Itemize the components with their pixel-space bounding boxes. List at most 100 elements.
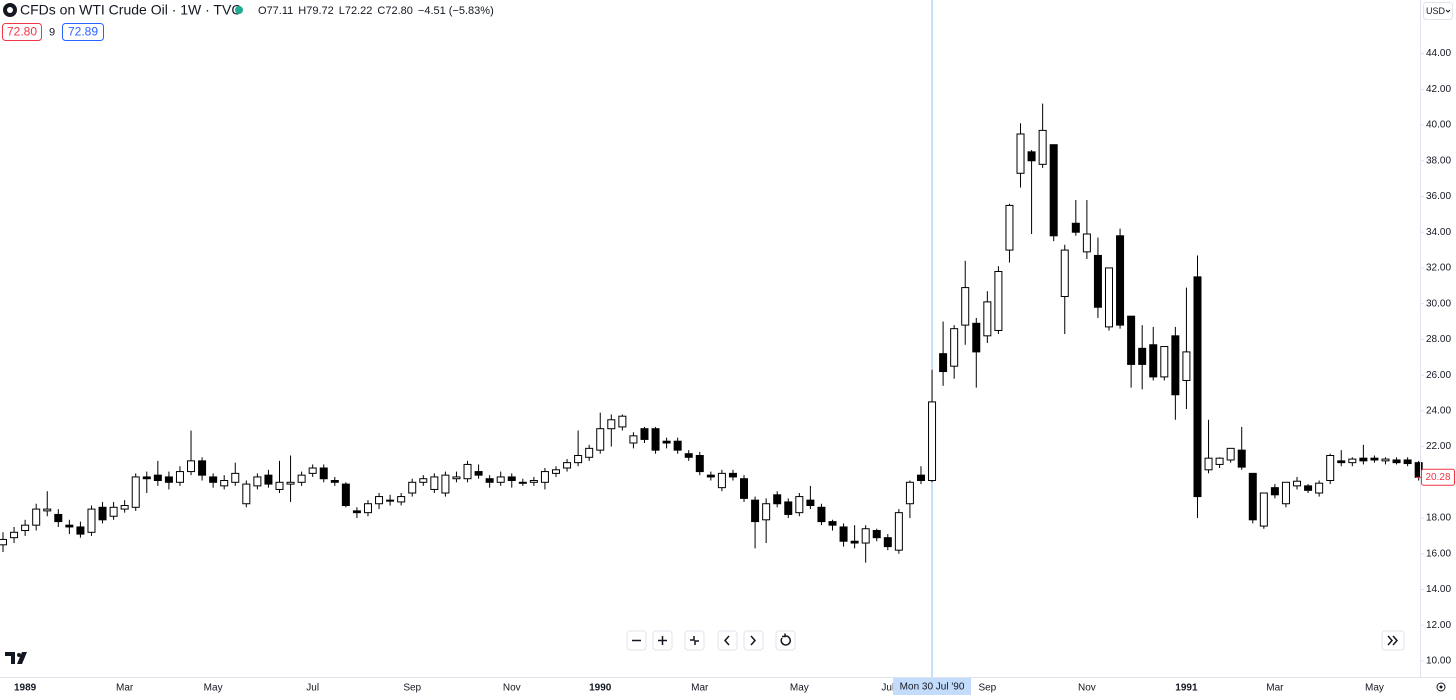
candle-body: [1204, 457, 1213, 471]
candle-body: [231, 472, 240, 483]
candle: [872, 528, 881, 542]
x-tick-label: Mar: [1266, 683, 1284, 694]
candle-body: [894, 512, 903, 551]
scroll-right-button[interactable]: [743, 630, 764, 651]
candle-body: [131, 476, 140, 508]
sell-button[interactable]: [2, 23, 42, 41]
candle: [142, 471, 151, 494]
candle-body: [817, 506, 826, 523]
candle: [1093, 237, 1102, 318]
candle: [120, 500, 129, 513]
candle-body: [1005, 204, 1014, 251]
market-status[interactable]: [235, 6, 243, 14]
candle-body: [728, 472, 737, 478]
candle: [751, 496, 760, 549]
candle: [817, 503, 826, 526]
y-tick-label: 30.00: [1426, 298, 1451, 309]
candle: [939, 321, 948, 386]
candle-body: [883, 537, 892, 548]
y-tick-label: 26.00: [1426, 370, 1451, 381]
settings-button[interactable]: [1436, 682, 1446, 692]
candle-body: [1392, 459, 1401, 464]
candle: [286, 455, 295, 502]
currency-button[interactable]: [1423, 2, 1453, 20]
candle: [728, 469, 737, 481]
candle-body: [1193, 276, 1202, 498]
candle: [1038, 103, 1047, 168]
candle-body: [518, 481, 527, 484]
candle-body: [1171, 335, 1180, 396]
currency: USD: [1426, 6, 1446, 16]
crosshair-date-label: Mon 30 Jul '90: [900, 682, 965, 693]
y-tick-label: 14.00: [1426, 584, 1451, 595]
candle-body: [363, 503, 372, 514]
x-tick-label: Mar: [116, 683, 134, 694]
candle: [916, 466, 925, 485]
candle: [640, 426, 649, 443]
reset-zoom-button[interactable]: [684, 630, 705, 651]
ohlc-value: 72.80: [385, 5, 413, 17]
symbol-title[interactable]: CFDs on WTI Crude Oil · 1W · TVC: [20, 2, 241, 18]
tradingview-logo[interactable]: [5, 652, 27, 664]
candle-body: [939, 353, 948, 373]
candle: [164, 471, 173, 490]
candle: [330, 476, 339, 486]
candle-body: [706, 474, 715, 478]
candle-body: [640, 428, 649, 440]
candle: [209, 473, 218, 488]
crosshair-date-box: [893, 678, 972, 695]
candle-body: [585, 447, 594, 458]
candle-body: [1038, 129, 1047, 165]
candle: [43, 491, 52, 517]
candle-body: [806, 499, 815, 507]
candle: [740, 475, 749, 502]
candle-body: [507, 476, 516, 482]
candle: [928, 369, 937, 483]
candle: [1082, 200, 1091, 260]
candle: [1281, 481, 1290, 508]
candle-body: [198, 460, 207, 476]
ohlc-value: 77.11: [267, 5, 294, 17]
candle: [1348, 457, 1357, 467]
candle: [352, 507, 361, 519]
buy-price: 72.89: [68, 25, 98, 39]
zoom-in-button[interactable]: [652, 630, 673, 651]
buy-button[interactable]: [62, 23, 104, 41]
candle: [972, 317, 981, 388]
candle-body: [286, 481, 295, 485]
y-tick-label: 42.00: [1426, 84, 1451, 95]
candle: [253, 473, 262, 490]
candle: [485, 475, 494, 488]
candle: [474, 464, 483, 479]
candle: [308, 464, 317, 477]
candle-body: [629, 435, 638, 444]
candle-body: [441, 474, 450, 494]
candle: [684, 450, 693, 461]
scroll-to-realtime-button[interactable]: [1381, 630, 1405, 651]
candle: [87, 505, 96, 536]
candle: [861, 525, 870, 563]
candle: [1381, 457, 1390, 465]
candle-body: [352, 510, 361, 514]
x-tick-label: Sep: [978, 683, 996, 694]
zoom-out-button[interactable]: [626, 630, 647, 651]
x-tick-label: 1990: [589, 683, 612, 694]
last-price-box: [1421, 468, 1455, 486]
candle: [397, 493, 406, 506]
y-tick-label: 38.00: [1426, 155, 1451, 166]
ohlc-key: C: [377, 5, 385, 17]
candle: [994, 266, 1003, 335]
candle: [131, 473, 140, 511]
reset-chart-button[interactable]: [775, 630, 796, 651]
candle-body: [1226, 447, 1235, 461]
ohlc-text: O77.11 H79.72 L72.22 C72.80 −4.51 (−5.83%): [258, 5, 494, 17]
candle: [1060, 244, 1069, 335]
candle: [850, 525, 859, 549]
candle: [773, 491, 782, 508]
candle-body: [419, 478, 428, 483]
candle-body: [1127, 315, 1136, 365]
candle-body: [673, 440, 682, 451]
candle: [1259, 492, 1268, 529]
plot-area: [0, 0, 1423, 677]
scroll-left-button[interactable]: [717, 630, 738, 651]
